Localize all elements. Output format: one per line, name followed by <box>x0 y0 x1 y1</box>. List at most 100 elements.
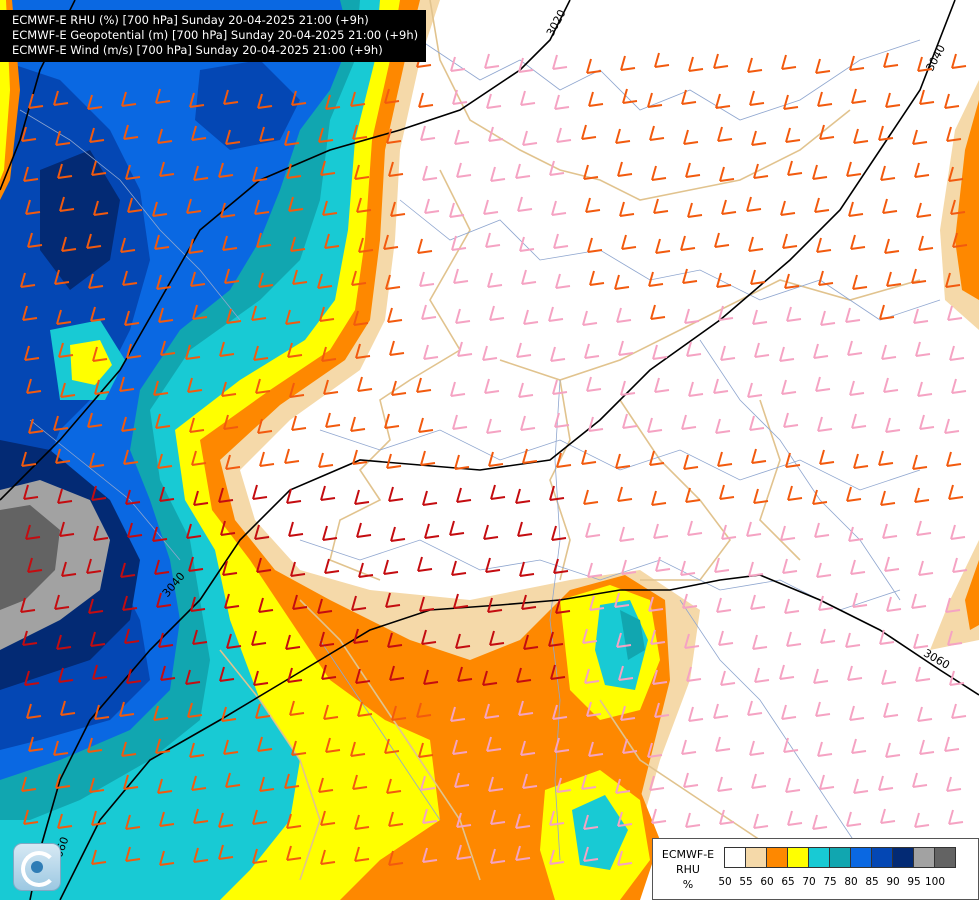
wind-barb <box>583 814 599 830</box>
wind-barb <box>681 739 697 755</box>
wind-barb <box>59 521 75 537</box>
wind-barb <box>358 562 374 578</box>
wind-barb <box>387 307 403 323</box>
wind-barb <box>292 269 308 285</box>
wind-barb <box>321 664 337 680</box>
wind-barb <box>878 775 894 791</box>
wind-barb <box>618 340 634 356</box>
wind-barb <box>687 520 703 536</box>
legend-tick-70: 70 <box>802 876 816 888</box>
wind-barb <box>716 597 732 613</box>
wind-barb <box>515 163 531 179</box>
wind-barb <box>588 741 604 757</box>
wind-barb <box>354 164 370 180</box>
wind-barb <box>681 89 697 105</box>
wind-barb <box>20 597 36 613</box>
wind-barb <box>484 53 500 69</box>
wind-barb <box>121 741 137 757</box>
wind-barb <box>420 450 436 466</box>
wind-barb <box>219 666 235 682</box>
wind-barb <box>357 376 373 392</box>
wind-barb <box>878 125 894 141</box>
wind-barb <box>581 449 597 465</box>
wind-barb <box>883 52 899 68</box>
wind-barb <box>948 166 964 182</box>
wind-barb <box>226 308 242 324</box>
logo <box>13 843 61 891</box>
wind-barb <box>386 128 402 144</box>
wind-barb <box>819 449 835 465</box>
wind-barb <box>556 452 572 468</box>
wind-barb <box>191 125 207 141</box>
wind-barb <box>455 308 471 324</box>
wind-barb <box>323 704 339 720</box>
wind-barb <box>550 664 566 680</box>
wind-barb <box>650 304 666 320</box>
wind-barb <box>451 560 467 576</box>
wind-barb <box>420 775 436 791</box>
wind-barb <box>352 449 368 465</box>
wind-barb <box>189 742 205 758</box>
wind-barb <box>847 665 863 681</box>
wind-barb <box>619 201 635 217</box>
legend-swatch-90 <box>892 847 914 868</box>
wind-barb <box>388 850 404 866</box>
wind-barb <box>682 268 698 284</box>
wind-barb <box>947 630 963 646</box>
wind-barb <box>125 814 141 830</box>
wind-barb <box>28 93 44 109</box>
wind-barb <box>350 741 366 757</box>
wind-barb <box>188 238 204 254</box>
wind-barb <box>54 269 70 285</box>
wind-barb <box>885 417 901 433</box>
wind-barb <box>254 199 270 215</box>
wind-barb <box>783 412 799 428</box>
wind-barb <box>289 382 305 398</box>
wind-barb <box>782 558 798 574</box>
wind-barb <box>654 702 670 718</box>
wind-barb <box>22 630 38 646</box>
wind-barb <box>318 777 334 793</box>
wind-barb <box>616 632 632 648</box>
wind-barb <box>617 161 633 177</box>
wind-barb <box>285 634 301 650</box>
wind-barb <box>87 94 103 110</box>
wind-barb <box>779 346 795 362</box>
wind-barb <box>122 270 138 286</box>
wind-barb <box>125 846 141 862</box>
wind-barb <box>515 813 531 829</box>
wind-barb <box>886 596 902 612</box>
wind-barb <box>289 700 305 716</box>
wind-barb <box>24 670 40 686</box>
wind-barb <box>715 93 731 109</box>
wind-barb <box>555 273 571 289</box>
legend-tick-100: 100 <box>924 876 946 888</box>
wind-barb <box>817 91 833 107</box>
wind-barb <box>488 451 504 467</box>
wind-barb <box>56 634 72 650</box>
wind-barb <box>28 418 44 434</box>
wind-barb <box>556 127 572 143</box>
wind-barb <box>616 307 632 323</box>
wind-barb <box>292 594 308 610</box>
wind-barb <box>622 413 638 429</box>
wind-barb <box>754 667 770 683</box>
wind-barb <box>420 125 436 141</box>
wind-barb <box>423 344 439 360</box>
wind-barb <box>944 736 960 752</box>
wind-barb <box>288 196 304 212</box>
wind-barb <box>949 670 965 686</box>
wind-barb <box>285 309 301 325</box>
wind-barb <box>946 776 962 792</box>
wind-barb <box>849 55 865 71</box>
legend-swatch-75 <box>829 847 851 868</box>
wind-barb <box>225 772 241 788</box>
wind-barb <box>617 486 633 502</box>
legend-swatch-65 <box>787 847 809 868</box>
wind-barb <box>449 520 465 536</box>
wind-barb <box>654 377 670 393</box>
wind-barb <box>753 488 769 504</box>
wind-barb <box>290 561 306 577</box>
wind-barb <box>154 559 170 575</box>
wind-barb <box>323 379 339 395</box>
